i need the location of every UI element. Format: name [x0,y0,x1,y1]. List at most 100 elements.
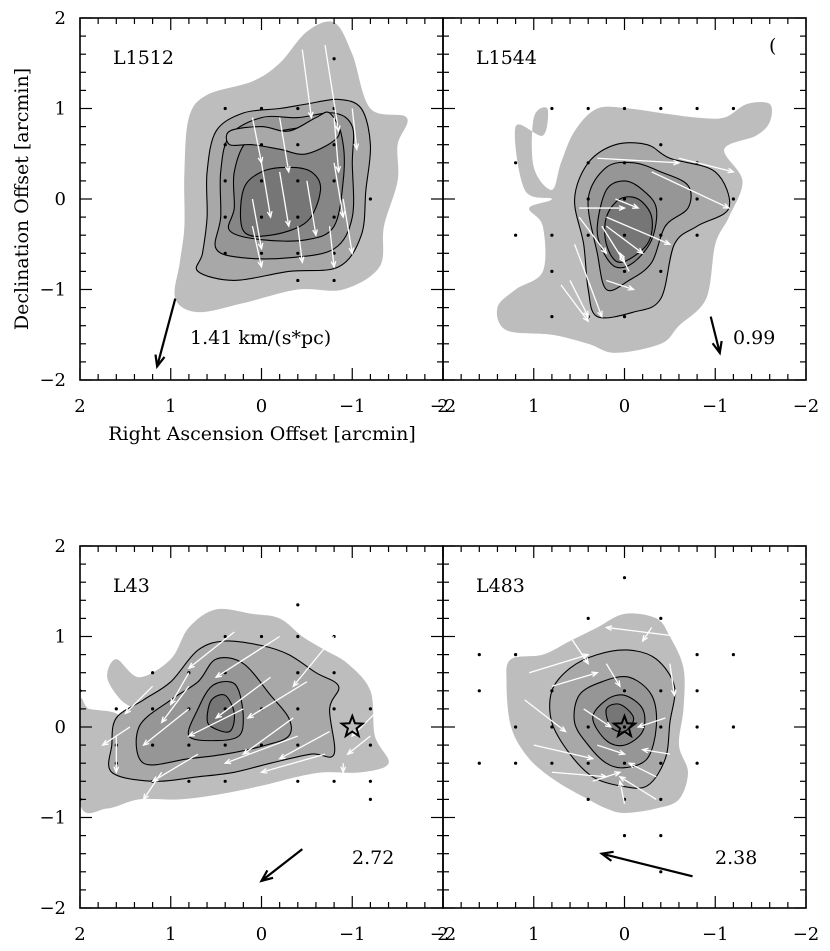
grid-point [550,233,554,237]
gradient-vector [551,671,599,687]
plot-area [174,21,408,313]
gradient-vector [328,226,337,269]
gradient-vector [214,676,271,719]
grid-point [332,215,336,219]
gradient-vector [187,631,235,670]
gradient-vector [606,216,672,245]
gradient-vector [529,653,590,674]
gradient-vector [351,108,360,151]
contour-level-5 [239,166,322,237]
grid-point [332,779,336,783]
grid-point [223,634,227,639]
grid-point [550,106,554,111]
gradient-vector [641,747,670,755]
grid-point [259,634,264,639]
gradient-vector [306,180,318,237]
grid-point [223,215,227,219]
y-tick-label: 2 [55,536,66,557]
grid-point [695,233,699,237]
gradient-vector [346,735,371,756]
grid-point [259,106,264,111]
gradient-vector [551,771,609,780]
scale-label: 1.41 km/(s*pc) [190,327,331,349]
contour-level-5 [605,703,635,733]
gradient-vector [113,736,120,774]
gradient-vector [169,672,190,706]
gradient-vector [636,717,666,729]
grid-point [659,197,663,201]
star-marker [611,713,638,739]
gradient-vector [669,663,677,697]
x-tick-label: 2 [437,396,448,417]
grid-point [259,179,264,183]
gradient-vector [627,762,657,778]
grid-point [514,725,518,729]
grid-point [368,743,372,747]
gradient-vector [260,162,273,219]
grid-point [332,707,336,711]
grid-point [695,653,699,657]
gradient-vector [160,685,190,724]
scale-label: 0.99 [733,327,775,349]
gradient-vector [578,216,608,255]
grid-point [223,179,227,183]
y-tick-label: 1 [55,627,66,648]
gradient-vector [278,730,330,760]
grid-point [586,761,590,765]
panel-name: L43 [113,575,150,597]
gradient-vector [605,225,644,255]
y-tick-label: 0 [55,717,66,738]
gradient-vector [279,171,291,228]
grid-point [114,707,118,711]
x-tick-label: 0 [256,396,267,417]
gradient-vector [187,708,244,737]
gradient-vector [605,663,621,688]
grid-point [695,761,699,765]
grid-point [586,106,590,111]
gradient-vector [251,226,264,269]
x-tick-label: −1 [702,396,729,417]
x-tick-label: −2 [793,396,820,417]
grid-point [659,269,663,273]
gradient-vector [142,771,163,801]
grid-point [151,743,155,747]
grid-point [368,779,372,783]
gradient-vector [618,779,626,805]
grid-point [659,761,663,765]
y-tick-label: −2 [39,370,66,391]
gradient-vector [241,717,294,756]
gradient-vector [142,708,190,747]
y-tick-label: −1 [39,808,66,829]
grid-point [550,725,554,729]
y-axis-title: Declination Offset [arcmin] [11,68,33,330]
x-tick-label: −1 [339,396,366,417]
plot-area [477,576,736,874]
x-tick-label: −1 [339,924,366,945]
gradient-vector [579,205,627,211]
grid-point [659,725,663,729]
grid-point [332,278,336,283]
grid-point [259,251,264,255]
grid-point [622,689,627,693]
grid-point [514,761,518,765]
x-tick-label: 1 [165,396,176,417]
grid-point [659,233,663,237]
grid-point [368,797,372,802]
contour-level-5 [604,196,653,263]
grid-point [368,707,372,711]
gradient-vector [223,735,299,765]
grid-point [586,197,590,201]
gradient-vector [583,708,613,728]
gradient-vector [279,117,291,174]
x-tick-label: 2 [437,924,448,945]
grid-point [296,251,300,255]
x-tick-label: 0 [619,396,630,417]
grid-point [296,603,300,607]
gradient-vector [524,699,567,733]
grid-point [586,797,590,802]
gradient-vector [246,681,308,719]
grid-point [586,233,590,237]
x-tick-label: −2 [793,924,820,945]
